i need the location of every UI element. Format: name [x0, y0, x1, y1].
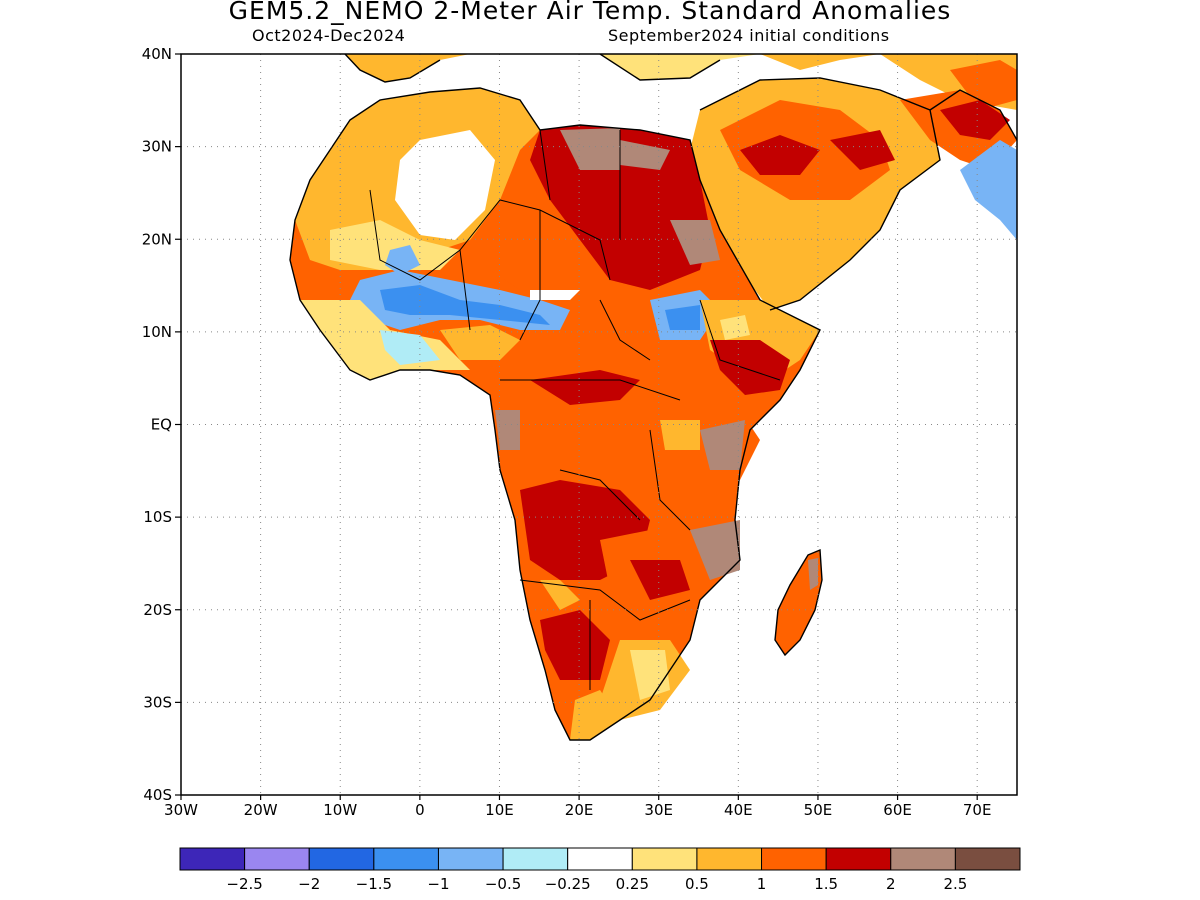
colorbar-label: 2.5	[943, 875, 967, 893]
colorbar-label: 1	[757, 875, 767, 893]
lat-tick-label: 20N	[142, 230, 172, 248]
colorbar-swatch	[567, 847, 633, 871]
colorbar-swatch	[179, 847, 246, 871]
colorbar-swatch	[890, 847, 956, 871]
lat-tick-label: 40N	[142, 45, 172, 63]
europe-landmass	[345, 54, 1017, 110]
colorbar-label: −1.5	[356, 875, 392, 893]
colorbar-swatch	[437, 847, 504, 871]
lat-tick-label: EQ	[151, 416, 172, 434]
lon-tick-label: 60E	[883, 801, 912, 819]
lon-tick-label: 10E	[485, 801, 514, 819]
coastlines	[289, 54, 1017, 741]
colorbar-swatch	[308, 847, 375, 871]
lon-tick-label: 40E	[724, 801, 753, 819]
colorbar-label: 1.5	[814, 875, 838, 893]
map-title: GEM5.2_NEMO 2-Meter Air Temp. Standard A…	[228, 0, 952, 25]
lon-tick-label: 70E	[963, 801, 992, 819]
colorbar-swatch	[825, 847, 892, 871]
longitude-axis: 30W 20W 10W 0 10E 20E 30E 40E 50E 60E 70E	[164, 795, 991, 819]
madagascar	[775, 550, 822, 655]
lat-tick-label: 10N	[142, 323, 172, 341]
colorbar-label: −2.5	[226, 875, 262, 893]
initial-conditions: September2024 initial conditions	[608, 26, 890, 45]
colorbar: −2.5 −2 −1.5 −1 −0.5 −0.25 0.25 0.5 1 1.5 2 2.5	[179, 847, 1021, 893]
lon-tick-label: 50E	[804, 801, 833, 819]
forecast-period: Oct2024-Dec2024	[252, 26, 406, 45]
colorbar-label: 0.5	[685, 875, 709, 893]
lat-tick-label: 30N	[142, 138, 172, 156]
colorbar-swatch	[244, 847, 310, 871]
lon-tick-label: 10W	[323, 801, 357, 819]
colorbar-swatch	[696, 847, 763, 871]
lon-tick-label: 0	[415, 801, 425, 819]
lon-tick-label: 30W	[164, 801, 198, 819]
lat-tick-label: 20S	[143, 601, 172, 619]
lat-tick-label: 40S	[143, 786, 172, 804]
colorbar-swatch	[502, 847, 569, 871]
lon-tick-label: 20E	[565, 801, 594, 819]
colorbar-label: 0.25	[616, 875, 649, 893]
latitude-axis: 40N 30N 20N 10N EQ 10S 20S 30S 40S	[142, 45, 181, 804]
colorbar-label: 2	[886, 875, 896, 893]
lon-tick-label: 20W	[244, 801, 278, 819]
colorbar-swatch	[373, 847, 439, 871]
colorbar-label: −0.5	[485, 875, 521, 893]
colorbar-swatch	[761, 847, 827, 871]
colorbar-label: −2	[298, 875, 320, 893]
country-borders	[369, 129, 781, 690]
colorbar-swatch	[954, 847, 1021, 871]
colorbar-label: −0.25	[545, 875, 591, 893]
lon-tick-label: 30E	[644, 801, 673, 819]
lat-tick-label: 10S	[143, 508, 172, 526]
graticule	[181, 54, 1017, 795]
colorbar-swatch	[631, 847, 698, 871]
anomaly-field	[295, 88, 820, 740]
lat-tick-label: 30S	[143, 693, 172, 711]
colorbar-label: −1	[427, 875, 449, 893]
